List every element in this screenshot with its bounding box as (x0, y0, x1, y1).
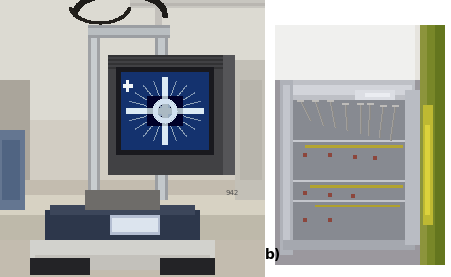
Text: b): b) (265, 248, 281, 262)
Bar (265, 0, 275, 277)
Text: 942: 942 (226, 190, 239, 196)
